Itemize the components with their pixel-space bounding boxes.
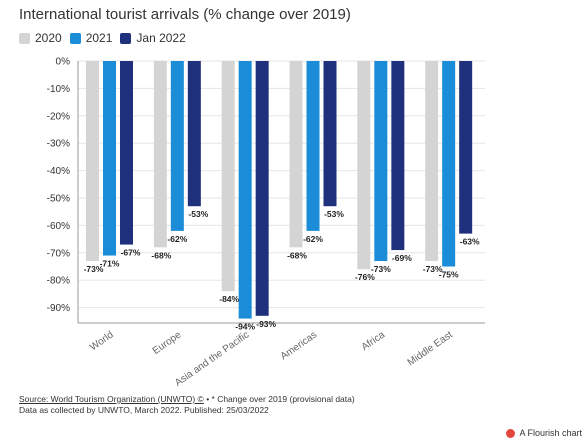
data-label: -53% <box>188 209 208 219</box>
bar-2021 <box>306 61 320 231</box>
flourish-credit-label: A Flourish chart <box>519 428 582 438</box>
data-label: -73% <box>84 264 104 274</box>
data-label: -67% <box>121 248 141 258</box>
legend-label-jan-2022: Jan 2022 <box>136 31 186 45</box>
data-label: -84% <box>219 294 239 304</box>
footer: Source: World Tourism Organization (UNWT… <box>19 394 355 416</box>
bar-jan-2022 <box>255 61 269 316</box>
data-label: -93% <box>256 319 276 329</box>
data-label: -76% <box>355 272 375 282</box>
data-note: Data as collected by UNWTO, March 2022. … <box>19 405 269 415</box>
bar-2021 <box>374 61 388 262</box>
x-tick-label: Europe <box>151 329 184 357</box>
legend: 2020 2021 Jan 2022 <box>19 31 194 45</box>
legend-item-jan-2022[interactable]: Jan 2022 <box>120 31 186 45</box>
chart-title: International tourist arrivals (% change… <box>19 6 351 23</box>
legend-label-2021: 2021 <box>85 31 113 45</box>
data-label: -71% <box>100 259 120 269</box>
bar-2020 <box>153 61 167 248</box>
y-tick-label: -70% <box>47 248 70 259</box>
bar-jan-2022 <box>459 61 473 234</box>
source-link[interactable]: Source: World Tourism Organization (UNWT… <box>19 394 204 404</box>
flourish-credit[interactable]: A Flourish chart <box>506 428 582 438</box>
bar-2020 <box>357 61 371 270</box>
bar-jan-2022 <box>391 61 405 251</box>
legend-swatch-jan-2022 <box>120 32 132 44</box>
data-label: -53% <box>324 209 344 219</box>
data-label: -94% <box>235 322 255 332</box>
flourish-logo-icon <box>506 428 516 438</box>
bar-2020 <box>425 61 439 262</box>
data-label: -62% <box>167 234 187 244</box>
data-label: -68% <box>151 250 171 260</box>
x-tick-label: World <box>88 329 116 353</box>
y-tick-label: -60% <box>47 221 70 232</box>
x-tick-label: Middle East <box>406 329 455 368</box>
source-line: Source: World Tourism Organization (UNWT… <box>19 394 355 405</box>
bar-2021 <box>170 61 184 231</box>
legend-item-2021[interactable]: 2021 <box>69 31 113 45</box>
legend-label-2020: 2020 <box>35 31 62 45</box>
y-tick-label: 0% <box>56 57 71 68</box>
y-tick-label: -20% <box>47 111 70 122</box>
bar-2020 <box>86 61 99 262</box>
y-tick-label: -80% <box>47 276 70 287</box>
y-tick-label: -30% <box>47 139 70 150</box>
bar-2021 <box>103 61 116 256</box>
data-label: -63% <box>460 237 480 247</box>
y-tick-label: -50% <box>47 194 70 205</box>
data-label: -62% <box>303 234 323 244</box>
bar-2021 <box>238 61 252 319</box>
x-tick-label: Asia and the Pacific <box>173 329 251 388</box>
legend-swatch-2020 <box>19 32 30 44</box>
x-tick-label: Americas <box>279 329 319 362</box>
legend-item-2020[interactable]: 2020 <box>19 31 62 45</box>
bar-jan-2022 <box>323 61 337 207</box>
y-tick-label: -10% <box>47 84 70 95</box>
data-label: -73% <box>423 264 443 274</box>
bar-2020 <box>221 61 235 292</box>
y-tick-label: -90% <box>47 303 70 314</box>
bar-2021 <box>442 61 456 267</box>
source-note: • * Change over 2019 (provisional data) <box>203 394 355 404</box>
data-label: -75% <box>439 270 459 280</box>
data-label: -73% <box>371 264 391 274</box>
x-tick-label: Africa <box>360 329 388 353</box>
data-label: -69% <box>392 253 412 263</box>
data-label: -68% <box>287 250 307 260</box>
bar-jan-2022 <box>187 61 201 207</box>
bar-jan-2022 <box>120 61 133 245</box>
bar-2020 <box>289 61 303 248</box>
legend-swatch-2021 <box>69 32 81 44</box>
y-tick-label: -40% <box>47 166 70 177</box>
